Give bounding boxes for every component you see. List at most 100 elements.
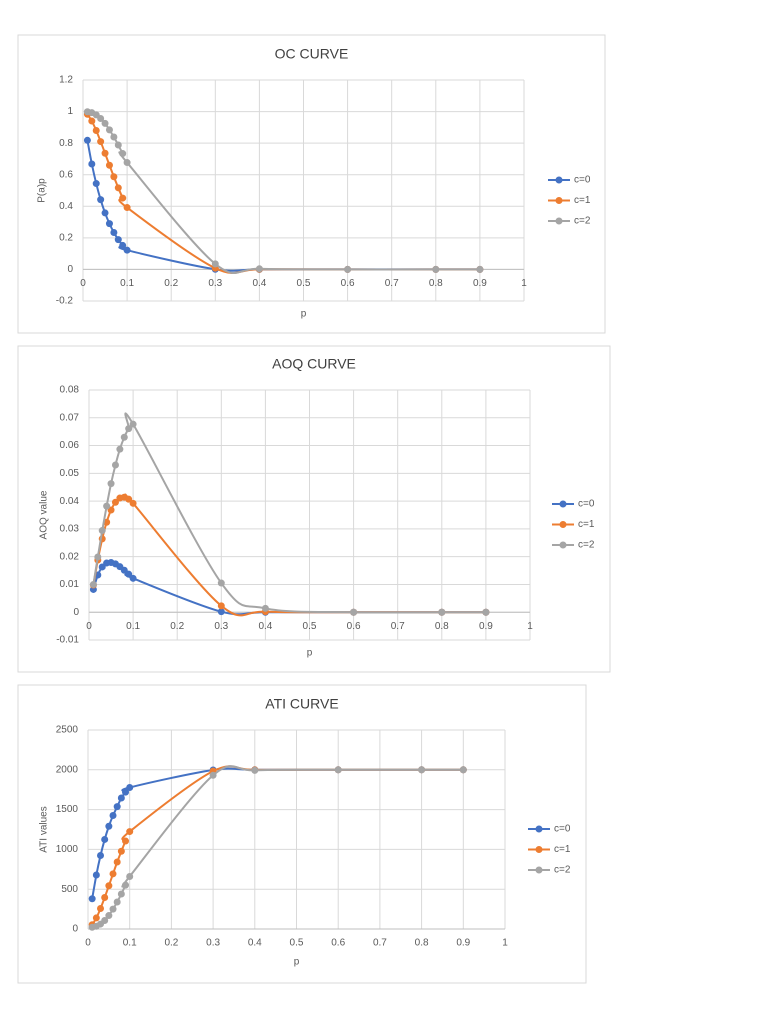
legend-marker (559, 521, 567, 528)
data-point (123, 246, 131, 254)
data-point (432, 265, 440, 273)
y-tick-label: 0.4 (59, 201, 73, 212)
legend-label: c=1 (574, 195, 591, 206)
data-point (122, 837, 130, 845)
data-point (83, 136, 91, 144)
y-tick-label: 0 (73, 607, 79, 618)
data-point (109, 905, 117, 913)
data-point (114, 184, 122, 192)
data-point (123, 204, 131, 212)
x-tick-label: 0.5 (303, 621, 317, 632)
data-point (261, 604, 269, 612)
x-tick-label: 0 (80, 278, 86, 289)
y-tick-label: 0.6 (59, 169, 73, 180)
y-tick-label: 0 (67, 264, 73, 275)
x-axis-title: p (307, 648, 313, 659)
y-tick-label: 0.06 (60, 440, 80, 451)
data-point (105, 882, 113, 890)
x-tick-label: 0.3 (208, 278, 222, 289)
data-point (111, 461, 119, 469)
legend-label: c=0 (578, 499, 595, 510)
data-point (101, 119, 109, 127)
data-point (88, 895, 96, 903)
data-point (125, 495, 133, 503)
data-point (110, 173, 118, 181)
data-point (211, 260, 219, 268)
data-point (209, 771, 217, 779)
y-tick-label: -0.2 (56, 296, 74, 307)
data-point (89, 580, 97, 588)
data-point (334, 766, 342, 774)
legend-label: c=2 (574, 216, 591, 227)
y-tick-label: 0.8 (59, 138, 73, 149)
data-point (92, 871, 100, 879)
data-point (129, 420, 137, 428)
x-tick-label: 0.1 (123, 938, 137, 949)
chart-title: ATI CURVE (265, 696, 338, 712)
legend-marker (559, 541, 567, 549)
legend-label: c=2 (578, 540, 595, 551)
x-tick-label: 0.7 (373, 938, 387, 949)
x-tick-label: 0.1 (120, 278, 134, 289)
x-tick-label: 0.7 (391, 621, 405, 632)
y-tick-label: 1500 (56, 804, 79, 815)
chart-frame (17, 345, 611, 673)
data-point (217, 602, 225, 610)
data-point (92, 914, 100, 922)
y-tick-label: 0.05 (60, 468, 80, 479)
data-point (129, 499, 137, 507)
data-point (119, 194, 127, 202)
x-axis-title: p (301, 309, 307, 320)
data-point (105, 912, 113, 920)
x-tick-label: 0.2 (170, 621, 184, 632)
x-tick-label: 1 (502, 938, 508, 949)
data-point (126, 783, 134, 791)
y-axis-title: P(a)p (37, 178, 48, 203)
data-point (97, 904, 105, 912)
x-tick-label: 0.7 (385, 278, 399, 289)
data-point (120, 433, 128, 441)
chart-title: OC CURVE (275, 46, 349, 62)
y-tick-label: 0.08 (60, 385, 80, 396)
data-point (107, 480, 115, 488)
data-point (122, 788, 130, 796)
x-tick-label: 0.9 (456, 938, 470, 949)
data-point (98, 527, 106, 535)
data-point (217, 579, 225, 587)
data-point (92, 127, 100, 135)
x-tick-label: 0.8 (415, 938, 429, 949)
x-tick-label: 0.6 (331, 938, 345, 949)
x-tick-label: 0.8 (435, 621, 449, 632)
x-tick-label: 0.6 (341, 278, 355, 289)
legend-marker (535, 846, 543, 853)
y-tick-label: -0.01 (56, 635, 79, 646)
x-tick-label: 0.4 (248, 938, 262, 949)
y-tick-label: 2500 (56, 725, 79, 736)
data-point (97, 852, 105, 860)
data-point (438, 608, 446, 616)
x-tick-label: 1 (527, 621, 533, 632)
data-point (476, 265, 484, 273)
x-tick-label: 0.9 (479, 621, 493, 632)
legend-label: c=0 (574, 175, 591, 186)
data-point (101, 893, 109, 901)
y-tick-label: 0.03 (60, 524, 80, 535)
x-tick-label: 0.9 (473, 278, 487, 289)
data-point (459, 766, 467, 774)
data-point (113, 898, 121, 906)
chart-title: AOQ CURVE (272, 356, 356, 372)
legend-marker (535, 825, 543, 833)
y-tick-label: 0.04 (60, 496, 80, 507)
data-point (105, 161, 113, 169)
y-tick-label: 0.01 (60, 579, 80, 590)
x-tick-label: 0 (85, 938, 91, 949)
data-point (217, 608, 225, 616)
y-tick-label: 1000 (56, 844, 79, 855)
data-point (109, 811, 117, 819)
legend-marker (555, 176, 563, 184)
data-point (117, 890, 125, 898)
data-point (101, 149, 109, 157)
data-point (101, 209, 109, 217)
data-point (119, 150, 127, 158)
y-tick-label: 0.07 (60, 412, 80, 423)
